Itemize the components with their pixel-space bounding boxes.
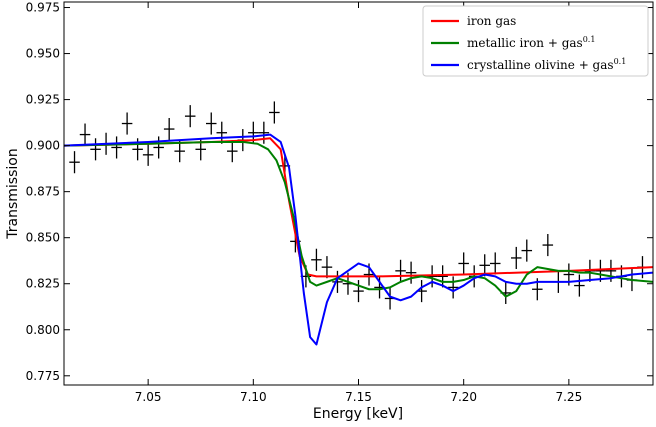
y-tick-label: 0.775 xyxy=(26,369,60,383)
data-point xyxy=(489,252,501,275)
data-point xyxy=(511,246,522,269)
data-points xyxy=(69,101,648,310)
y-tick-label: 0.800 xyxy=(26,323,60,337)
data-point xyxy=(479,254,490,277)
legend-label: metallic iron + gas0.1 xyxy=(467,35,595,50)
data-point xyxy=(542,234,554,257)
data-point xyxy=(216,121,228,144)
legend-entry: metallic iron + gas0.1 xyxy=(431,35,595,50)
series-line-3 xyxy=(64,133,653,346)
y-tick-label: 0.850 xyxy=(26,231,60,245)
data-point xyxy=(79,123,91,146)
legend-label: crystalline olivine + gas0.1 xyxy=(467,57,626,72)
plot-area xyxy=(64,101,653,346)
data-point xyxy=(437,265,448,288)
data-point xyxy=(353,280,364,303)
data-point xyxy=(258,121,270,144)
x-tick-label: 7.15 xyxy=(345,390,372,404)
legend-label-superscript: 0.1 xyxy=(614,57,627,66)
x-axis-label: Energy [keV] xyxy=(313,406,403,422)
series-line-2 xyxy=(64,140,653,298)
legend-entry: iron gas xyxy=(431,14,516,28)
data-point xyxy=(574,274,585,297)
data-point xyxy=(395,259,406,282)
data-point xyxy=(426,265,438,288)
x-axis: 7.05 7.10 7.15 7.20 7.25 xyxy=(135,2,582,404)
x-tick-label: 7.10 xyxy=(240,390,267,404)
data-point xyxy=(521,239,533,262)
data-point xyxy=(405,261,417,284)
data-point xyxy=(311,248,322,271)
x-tick-label: 7.20 xyxy=(450,390,477,404)
data-point xyxy=(163,118,175,141)
y-tick-label: 0.925 xyxy=(26,93,60,107)
y-tick-label: 0.875 xyxy=(26,185,60,199)
x-tick-label: 7.25 xyxy=(555,390,582,404)
data-point xyxy=(205,112,217,135)
data-point xyxy=(111,136,122,159)
data-point xyxy=(269,101,280,124)
legend-label-superscript: 0.1 xyxy=(583,35,596,44)
y-tick-label: 0.900 xyxy=(26,139,60,153)
data-point xyxy=(121,112,133,135)
data-point xyxy=(90,138,101,161)
series-line-1 xyxy=(64,137,653,278)
data-point xyxy=(153,136,164,159)
data-point xyxy=(142,143,154,166)
data-point xyxy=(458,252,469,275)
x-tick-label: 7.05 xyxy=(135,390,162,404)
y-tick-label: 0.950 xyxy=(26,47,60,61)
legend-label: iron gas xyxy=(467,14,516,28)
data-point xyxy=(321,256,333,279)
y-axis-label: Transmission xyxy=(5,148,21,239)
legend-box xyxy=(422,5,649,77)
data-point xyxy=(227,140,238,163)
y-tick-label: 0.825 xyxy=(26,277,60,291)
data-point xyxy=(69,151,80,174)
data-point xyxy=(184,105,196,128)
data-point xyxy=(332,270,343,293)
legend: iron gas metallic iron + gas0.1 crystallin… xyxy=(422,5,649,77)
data-point xyxy=(447,276,459,299)
y-tick-label: 0.975 xyxy=(26,1,60,15)
legend-entry: crystalline olivine + gas0.1 xyxy=(431,57,626,72)
y-axis: 0.775 0.800 0.825 0.850 0.875 0.900 0.925 0.950… xyxy=(26,1,653,383)
